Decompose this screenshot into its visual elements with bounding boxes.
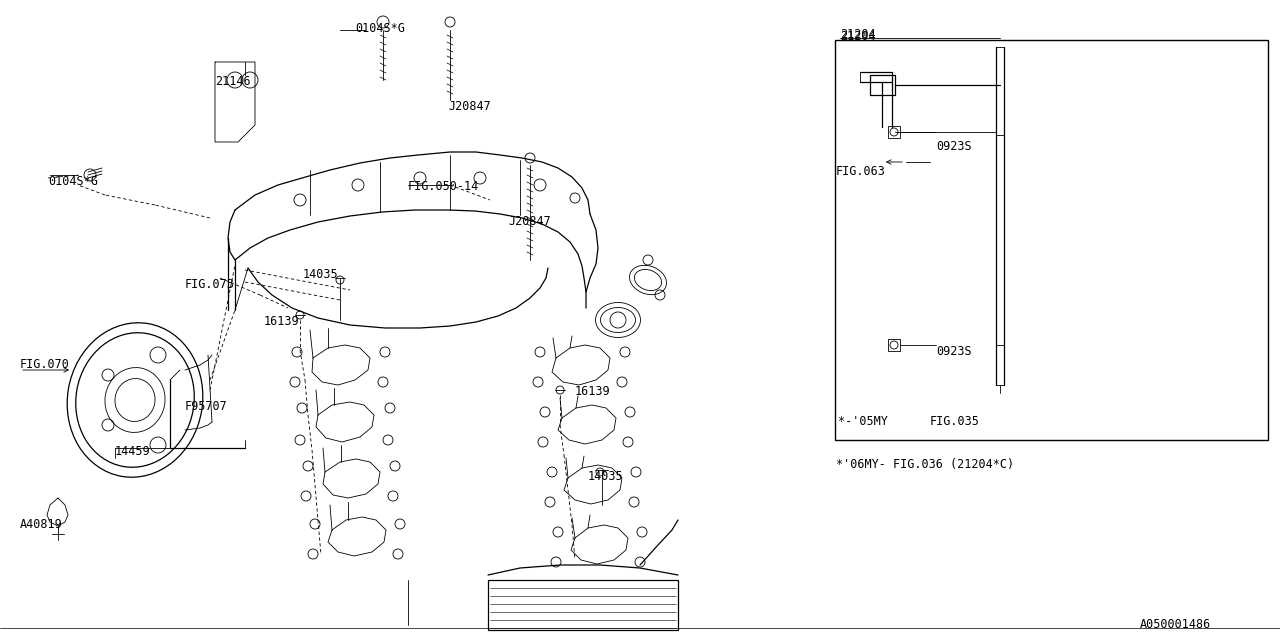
Bar — [488, 580, 678, 630]
Text: 16139: 16139 — [264, 315, 300, 328]
Text: 14035: 14035 — [303, 268, 339, 281]
Text: 14459: 14459 — [115, 445, 151, 458]
Bar — [888, 126, 900, 138]
Text: 14035: 14035 — [588, 470, 623, 483]
Text: 0923S: 0923S — [936, 345, 972, 358]
Text: *-'05MY: *-'05MY — [838, 415, 888, 428]
Text: A050001486: A050001486 — [1140, 618, 1211, 631]
Text: 21146: 21146 — [215, 75, 251, 88]
Text: FIG.035: FIG.035 — [931, 415, 980, 428]
Text: 16139: 16139 — [575, 385, 611, 398]
Text: 0923S: 0923S — [936, 140, 972, 153]
Text: FIG.073: FIG.073 — [186, 278, 234, 291]
Bar — [835, 40, 1268, 440]
Text: J20847: J20847 — [508, 215, 550, 228]
Bar — [888, 339, 900, 351]
Text: 21204: 21204 — [840, 30, 876, 43]
Text: FIG.050-14: FIG.050-14 — [408, 180, 479, 193]
Text: 21204: 21204 — [840, 28, 876, 41]
Text: J20847: J20847 — [448, 100, 490, 113]
Text: FIG.063: FIG.063 — [836, 165, 886, 178]
Text: A40819: A40819 — [20, 518, 63, 531]
Text: 0104S*G: 0104S*G — [355, 22, 404, 35]
Text: *'06MY- FIG.036 (21204*C): *'06MY- FIG.036 (21204*C) — [836, 458, 1014, 471]
Text: 0104S*G: 0104S*G — [49, 175, 97, 188]
Text: F95707: F95707 — [186, 400, 228, 413]
Text: FIG.070: FIG.070 — [20, 358, 70, 371]
